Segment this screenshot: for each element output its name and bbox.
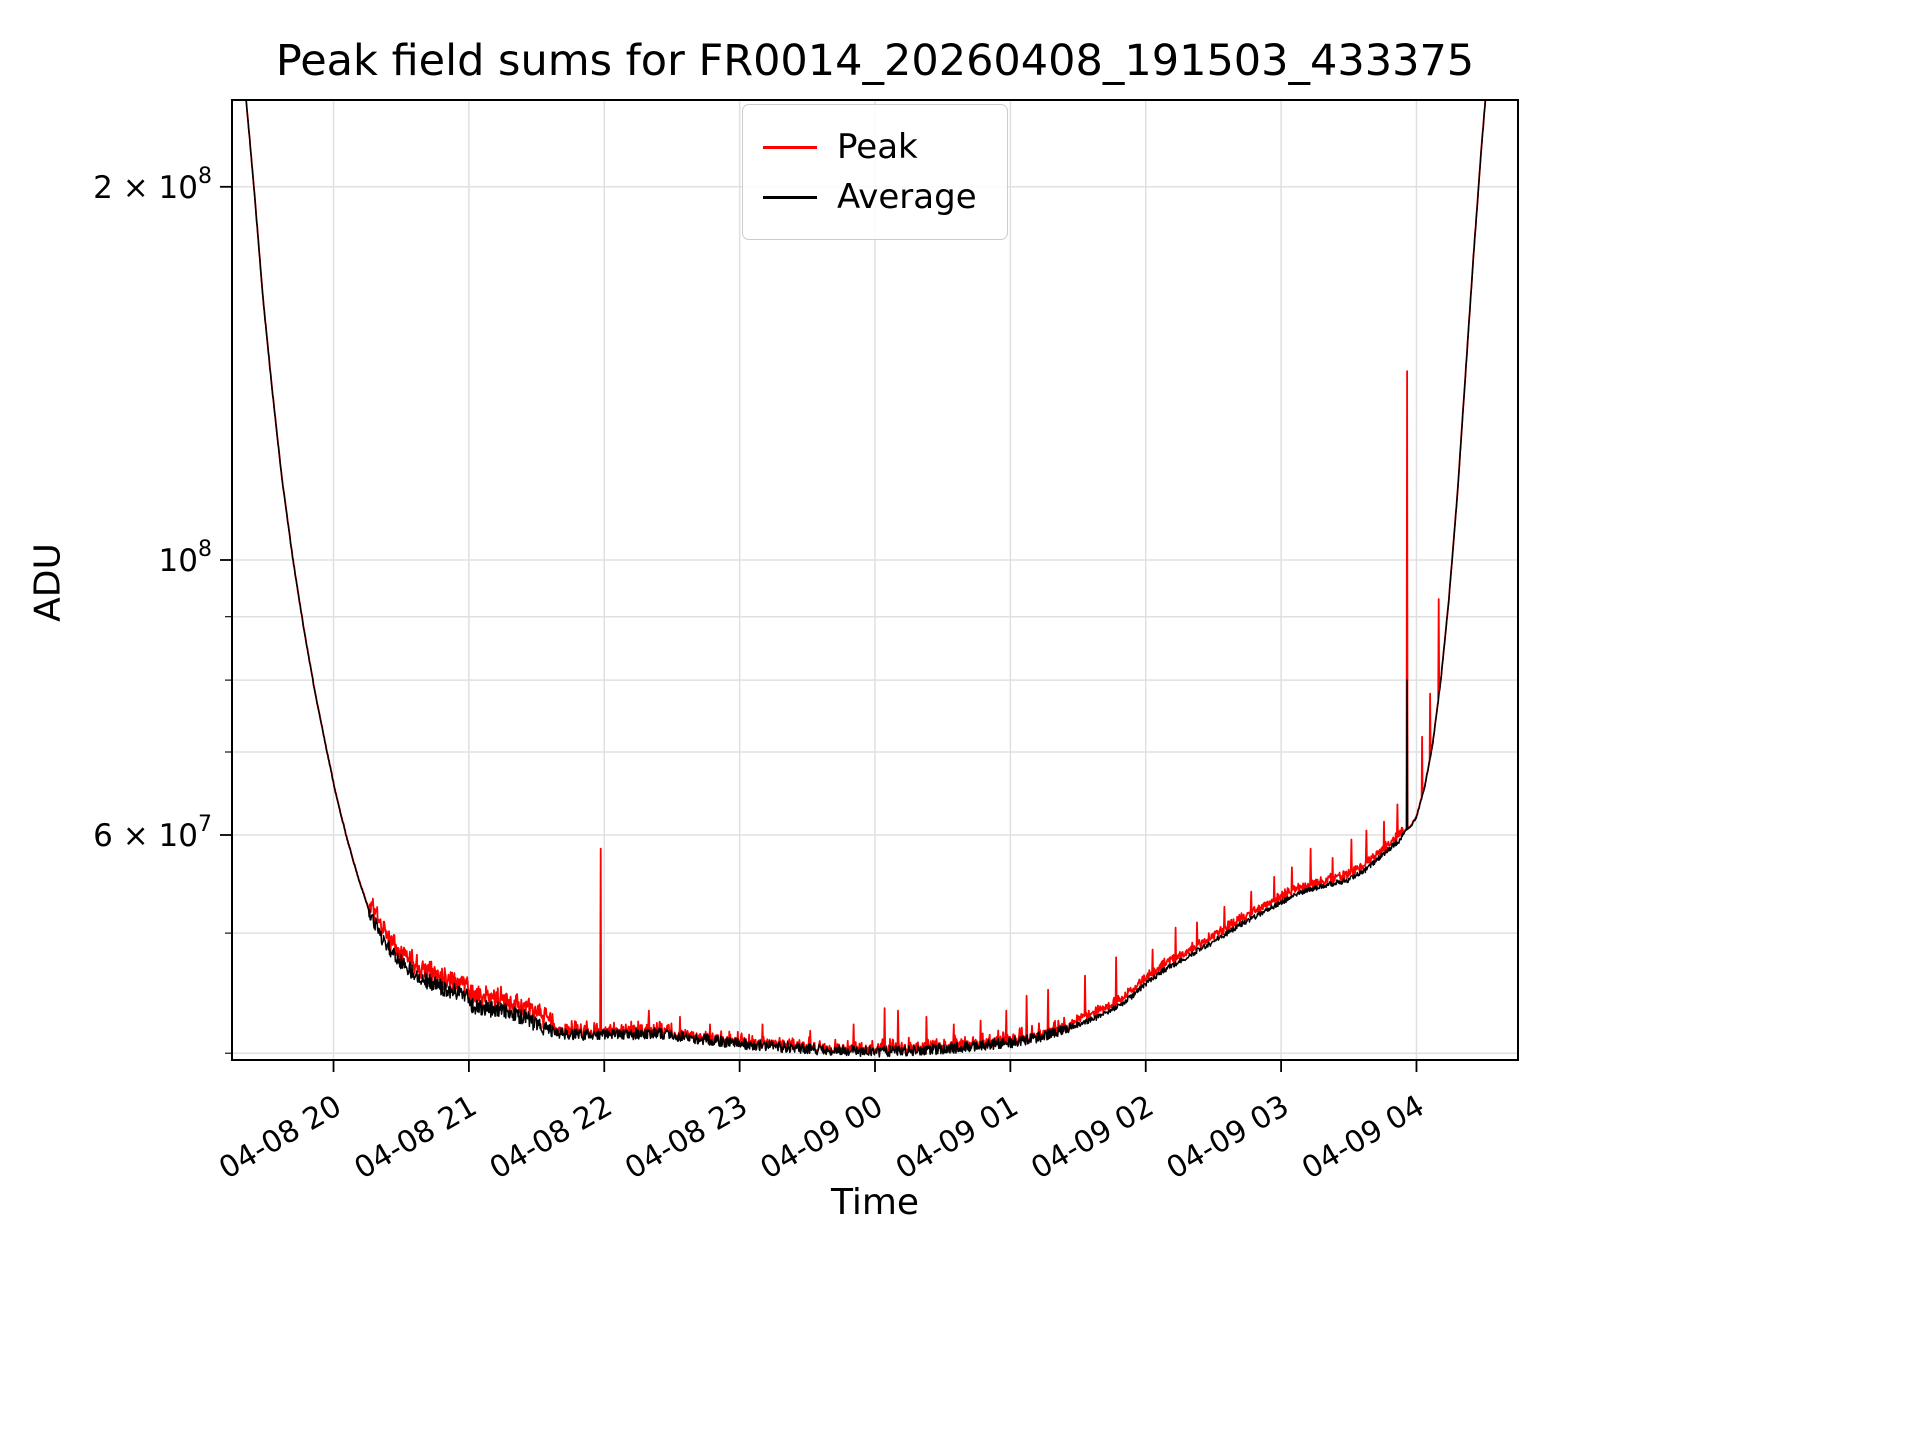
- y-tick-label: 2 × 108: [93, 164, 212, 206]
- y-axis-label: ADU: [27, 543, 69, 622]
- x-tick-label: 04-08 22: [484, 1089, 618, 1187]
- x-tick-label: 04-09 00: [755, 1089, 889, 1187]
- x-tick-label: 04-09 01: [890, 1089, 1024, 1187]
- x-tick-label: 04-08 20: [213, 1089, 347, 1187]
- legend-label-average: Average: [837, 177, 977, 217]
- x-tick-label: 04-09 02: [1025, 1089, 1159, 1187]
- legend-label-peak: Peak: [837, 127, 918, 167]
- x-tick-label: 04-09 04: [1296, 1089, 1430, 1187]
- x-tick-label: 04-09 03: [1161, 1089, 1295, 1187]
- average-line: [245, 100, 1487, 1058]
- average-line-swatch: [763, 195, 817, 199]
- x-tick-label: 04-08 21: [349, 1089, 483, 1187]
- x-tick-label: 04-08 23: [619, 1089, 753, 1187]
- y-tick-label: 108: [159, 537, 212, 579]
- chart-title: Peak field sums for FR0014_20260408_1915…: [275, 36, 1475, 86]
- legend-item-average: Average: [763, 177, 977, 217]
- chart-legend: Peak Average: [742, 104, 1008, 240]
- x-axis-label: Time: [830, 1182, 920, 1223]
- y-tick-label: 6 × 107: [93, 812, 212, 854]
- legend-item-peak: Peak: [763, 127, 977, 167]
- peak-line-swatch: [763, 145, 817, 149]
